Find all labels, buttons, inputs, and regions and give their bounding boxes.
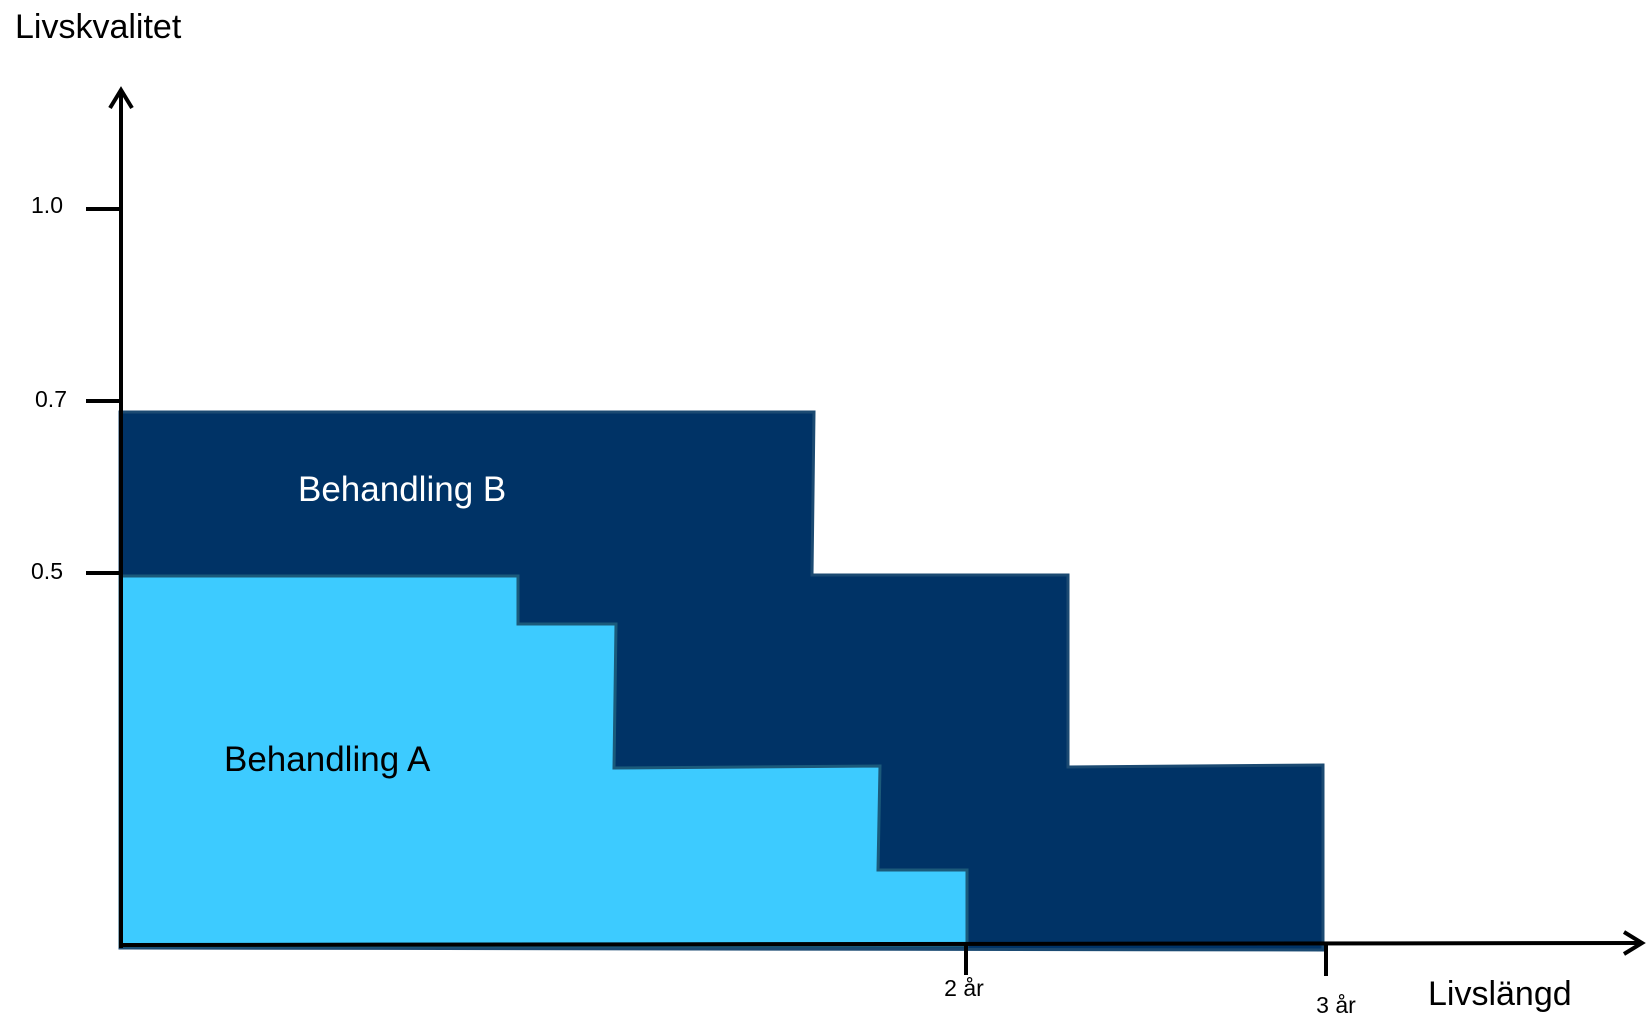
y-axis-title: Livskvalitet bbox=[15, 8, 182, 46]
x-axis bbox=[120, 941, 1641, 947]
x-tick-label-3: 3 år bbox=[1316, 992, 1356, 1017]
y-tick-label-0-5: 0.5 bbox=[31, 558, 63, 584]
region-label-behandling-a: Behandling A bbox=[224, 740, 431, 779]
x-axis-title: Livslängd bbox=[1428, 975, 1572, 1013]
y-tick-label-0-7: 0.7 bbox=[35, 386, 67, 412]
x-tick-label-2: 2 år bbox=[944, 975, 984, 1001]
y-tick-label-1-0: 1.0 bbox=[31, 192, 63, 218]
x-axis-arrowhead bbox=[1622, 930, 1646, 956]
y-axis-arrowhead bbox=[108, 86, 134, 110]
region-label-behandling-b: Behandling B bbox=[298, 470, 506, 509]
